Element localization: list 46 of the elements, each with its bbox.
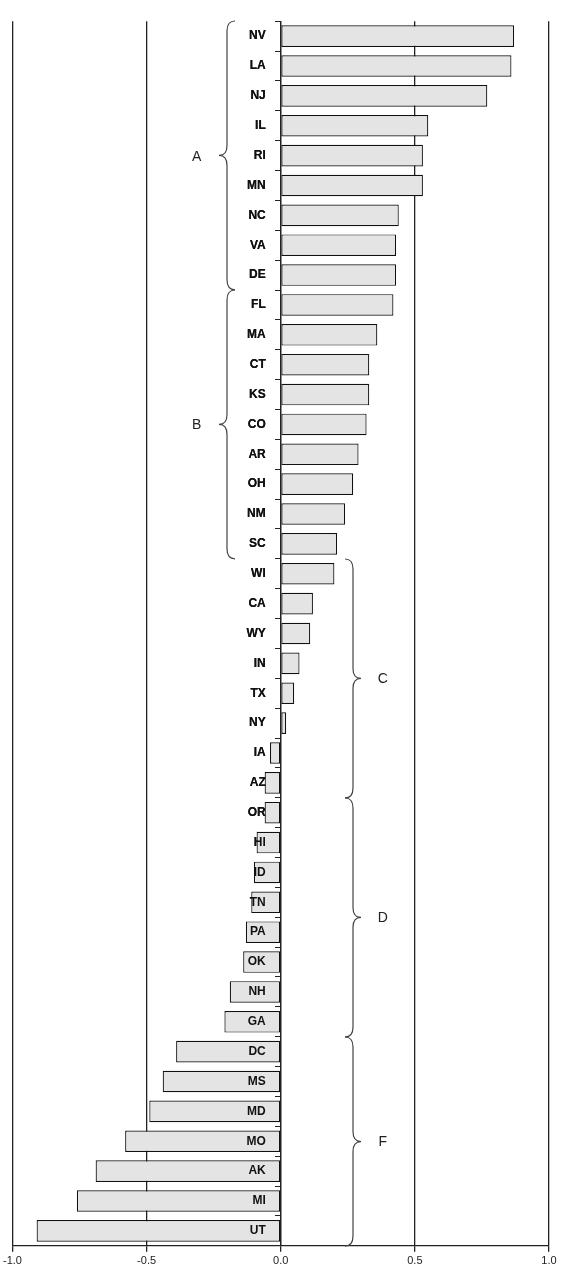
x-tick-label: 0.0 [273,1254,289,1267]
y-tick-label: TX [250,685,266,700]
y-tick-label: DC [248,1043,267,1058]
y-tick-label: WY [246,625,266,640]
y-tick-label: FL [251,297,266,312]
y-tick-label: IL [255,118,266,133]
y-tick-label: AR [248,446,267,461]
y-tick-label: SC [249,536,267,551]
annotation: F [378,1133,388,1150]
x-tick-label: -1.0 [2,1254,22,1267]
annotation: B [192,416,202,433]
y-tick-label: MN [247,177,266,192]
y-tick-label: NM [247,506,266,521]
annotation: C [377,670,388,687]
y-tick-label: CT [249,357,267,371]
y-tick-label: VA [249,237,267,252]
y-tick-label: NJ [250,88,266,103]
y-tick-label: LA [249,58,267,73]
y-tick-label: UT [249,1223,267,1238]
y-tick-label: MD [247,1103,267,1118]
x-tick-label: 0.5 [407,1254,423,1267]
y-tick-label: CA [248,595,267,610]
x-tick-label: 1.0 [541,1254,557,1267]
y-tick-label: IN [253,655,266,670]
y-tick-label: IA [253,745,267,760]
y-tick-label: PA [249,924,267,939]
y-tick-label: MS [247,1073,266,1088]
y-tick-label: AK [248,1163,267,1178]
annotation: A [192,147,202,164]
y-tick-label: MI [252,1193,266,1208]
y-tick-label: CO [247,416,266,431]
y-tick-label: OK [247,954,267,969]
y-tick-label: NH [248,984,266,999]
y-tick-label: NC [248,207,267,222]
y-tick-label: MA [247,327,267,342]
y-tick-label: GA [247,1014,267,1029]
x-tick-label: -0.5 [137,1254,157,1267]
y-tick-label: KS [249,386,266,401]
y-tick-label: MO [246,1133,266,1148]
y-tick-label: NV [249,28,266,43]
y-tick-label: RI [253,147,266,162]
y-tick-label: NY [249,715,266,730]
y-tick-label: DE [249,267,266,282]
y-tick-label: OH [247,476,266,491]
annotation: D [377,909,388,926]
y-tick-label: WI [251,566,266,581]
